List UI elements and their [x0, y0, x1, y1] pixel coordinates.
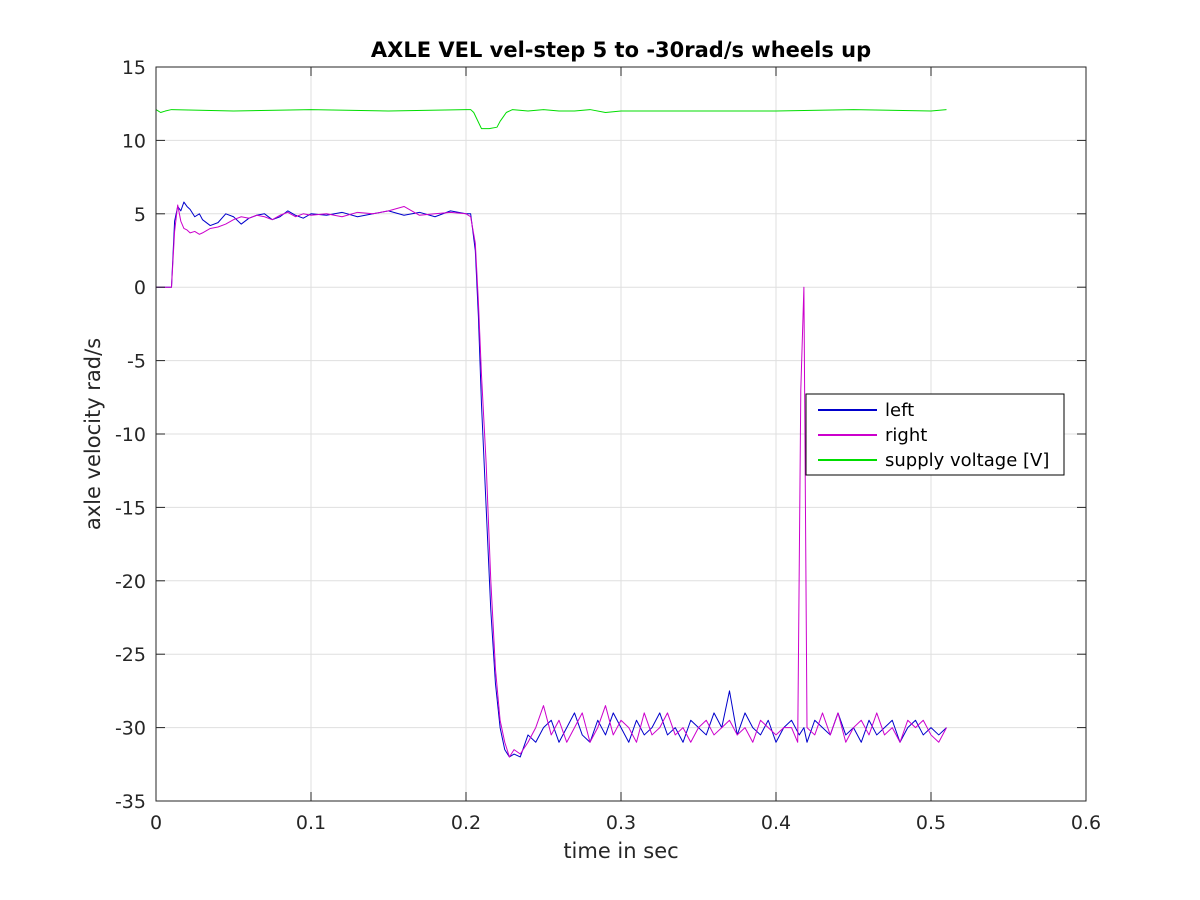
series-lines: [155, 109, 947, 758]
y-tick-label: -25: [115, 644, 146, 666]
y-tick-label: 10: [122, 130, 146, 152]
x-tick-label: 0.1: [296, 812, 326, 834]
y-tick-label: -35: [115, 791, 146, 813]
x-tick-label: 0.5: [916, 812, 946, 834]
x-tick-label: 0.2: [451, 812, 481, 834]
x-tick-label: 0.3: [606, 812, 636, 834]
y-tick-label: 5: [134, 204, 146, 226]
y-tick-label: -15: [115, 497, 146, 519]
legend-label-right: right: [885, 425, 927, 446]
series-line-supply-voltage: [155, 109, 947, 130]
y-axis-label: axle velocity rad/s: [81, 338, 105, 530]
x-tick-label: 0.4: [761, 812, 791, 834]
y-tick-label: -30: [115, 718, 146, 740]
x-tick-label: 0: [150, 812, 162, 834]
y-tick-label: -10: [115, 424, 146, 446]
legend: left right supply voltage [V]: [805, 393, 1065, 476]
y-tick-label: -20: [115, 571, 146, 593]
x-tick-label: 0.6: [1071, 812, 1101, 834]
series-line-right: [156, 204, 947, 758]
y-tick-label: -5: [127, 351, 146, 373]
y-tick-label: 15: [122, 57, 146, 79]
x-axis-label: time in sec: [563, 839, 678, 863]
chart-title: AXLE VEL vel-step 5 to -30rad/s wheels u…: [371, 38, 871, 62]
legend-label-supply-voltage: supply voltage [V]: [885, 450, 1049, 471]
legend-label-left: left: [885, 400, 914, 421]
axis-ticks: 0 0.1 0.2 0.3 0.4 0.5 0.6 -35 -30 -25 -20 -15 -10 -5 0…: [115, 57, 1101, 834]
y-tick-label: 0: [134, 277, 146, 299]
